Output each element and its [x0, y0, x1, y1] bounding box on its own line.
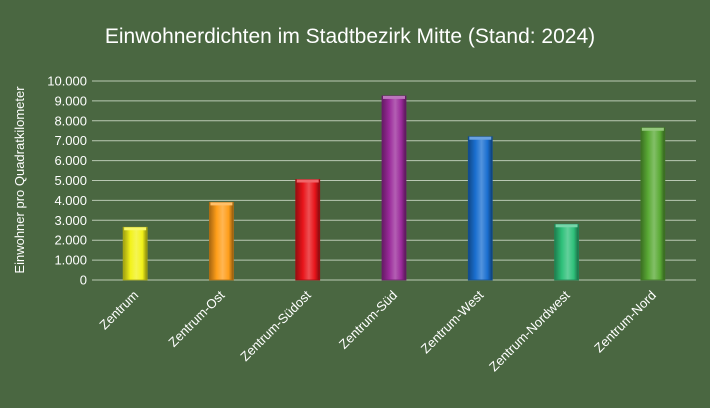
bar [295, 179, 321, 281]
bar [122, 226, 148, 281]
y-tick-label: 5.000 [54, 173, 87, 188]
bar [209, 201, 234, 281]
x-tick-label: Zentrum-West [418, 287, 487, 356]
y-tick-label: 0 [80, 273, 87, 288]
y-tick-label: 9.000 [54, 93, 87, 108]
y-tick-label: 8.000 [54, 113, 87, 128]
bar-top-highlight [469, 136, 492, 140]
y-tick-label: 7.000 [54, 133, 87, 148]
y-tick-label: 2.000 [54, 233, 87, 248]
x-tick-label: Zentrum-Nord [591, 288, 659, 356]
bar-top-highlight [210, 202, 233, 206]
y-axis-label: Einwohner pro Quadratkilometer [12, 86, 27, 274]
bar [381, 95, 407, 281]
bar-top-highlight [383, 95, 405, 99]
chart-title: Einwohnerdichten im Stadtbezirk Mitte (S… [105, 25, 595, 48]
y-tick-label: 3.000 [54, 213, 87, 228]
bar [554, 223, 579, 281]
x-tick-label: Zentrum-Südost [237, 287, 314, 364]
y-axis-ticks: 0 1.000 2.000 3.000 4.000 5.000 6.000 7.000 8.00… [47, 74, 87, 288]
bar-top-highlight [641, 127, 664, 131]
bar-top-highlight [296, 179, 319, 183]
bar [640, 127, 666, 281]
x-tick-label: Zentrum-Süd [336, 288, 400, 352]
y-tick-label: 6.000 [54, 153, 87, 168]
bar-top-highlight [555, 224, 578, 228]
bars [122, 95, 666, 281]
x-tick-label: Zentrum-Ost [165, 287, 227, 349]
y-tick-label: 4.000 [54, 193, 87, 208]
y-tick-label: 10.000 [47, 74, 87, 89]
x-axis-ticks: Zentrum Zentrum-Ost Zentrum-Südost Zentrum-… [96, 287, 659, 374]
bar [467, 136, 493, 281]
x-tick-label: Zentrum-Nordwest [486, 287, 573, 374]
x-tick-label: Zentrum [96, 288, 141, 333]
y-tick-label: 1.000 [54, 253, 87, 268]
bar-top-highlight [124, 227, 147, 231]
